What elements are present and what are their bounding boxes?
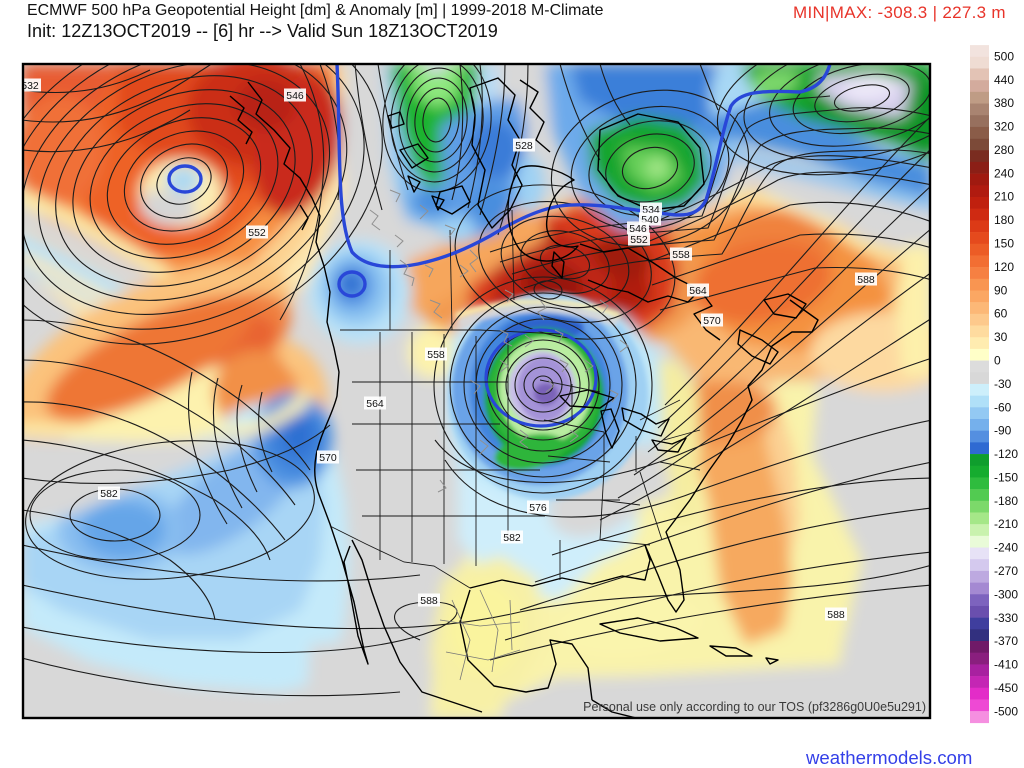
svg-text:564: 564 bbox=[689, 285, 707, 297]
svg-text:240: 240 bbox=[994, 166, 1014, 180]
svg-text:588: 588 bbox=[420, 595, 438, 607]
svg-text:588: 588 bbox=[857, 274, 875, 286]
svg-text:120: 120 bbox=[994, 260, 1014, 274]
svg-text:Personal use only according to: Personal use only according to our TOS (… bbox=[583, 700, 926, 714]
svg-text:-120: -120 bbox=[994, 447, 1018, 461]
svg-text:570: 570 bbox=[319, 452, 337, 464]
svg-text:-410: -410 bbox=[994, 658, 1018, 672]
svg-text:582: 582 bbox=[503, 532, 521, 544]
svg-text:320: 320 bbox=[994, 120, 1014, 134]
svg-text:-270: -270 bbox=[994, 564, 1018, 578]
svg-text:440: 440 bbox=[994, 73, 1014, 87]
svg-text:552: 552 bbox=[630, 234, 648, 246]
svg-text:-60: -60 bbox=[994, 400, 1012, 414]
svg-text:-150: -150 bbox=[994, 470, 1018, 484]
svg-text:60: 60 bbox=[994, 307, 1008, 321]
svg-text:528: 528 bbox=[515, 140, 533, 152]
svg-text:-210: -210 bbox=[994, 517, 1018, 531]
svg-text:90: 90 bbox=[994, 283, 1008, 297]
svg-text:380: 380 bbox=[994, 96, 1014, 110]
svg-text:582: 582 bbox=[100, 488, 118, 500]
svg-text:280: 280 bbox=[994, 143, 1014, 157]
svg-text:-450: -450 bbox=[994, 681, 1018, 695]
svg-text:588: 588 bbox=[827, 609, 845, 621]
svg-text:-180: -180 bbox=[994, 494, 1018, 508]
svg-text:570: 570 bbox=[703, 315, 721, 327]
svg-text:150: 150 bbox=[994, 237, 1014, 251]
svg-text:-30: -30 bbox=[994, 377, 1012, 391]
svg-text:564: 564 bbox=[366, 398, 384, 410]
svg-text:-500: -500 bbox=[994, 704, 1018, 718]
svg-text:-330: -330 bbox=[994, 611, 1018, 625]
svg-text:-300: -300 bbox=[994, 587, 1018, 601]
svg-text:210: 210 bbox=[994, 190, 1014, 204]
svg-text:558: 558 bbox=[427, 349, 445, 361]
svg-text:0: 0 bbox=[994, 353, 1001, 367]
svg-text:-370: -370 bbox=[994, 634, 1018, 648]
svg-text:546: 546 bbox=[286, 90, 304, 102]
svg-text:552: 552 bbox=[248, 227, 266, 239]
svg-text:30: 30 bbox=[994, 330, 1008, 344]
svg-text:546: 546 bbox=[629, 223, 647, 235]
svg-text:180: 180 bbox=[994, 213, 1014, 227]
svg-text:-240: -240 bbox=[994, 541, 1018, 555]
svg-text:558: 558 bbox=[672, 249, 690, 261]
svg-text:500: 500 bbox=[994, 49, 1014, 63]
svg-text:576: 576 bbox=[529, 502, 547, 514]
svg-text:-90: -90 bbox=[994, 424, 1012, 438]
svg-text:532: 532 bbox=[21, 80, 39, 92]
